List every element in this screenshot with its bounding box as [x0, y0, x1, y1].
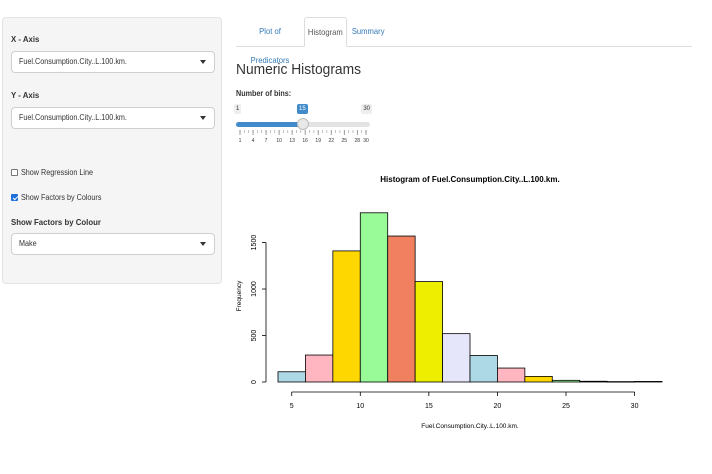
slider-handle[interactable]: [297, 118, 309, 130]
slider-max-label: 30: [361, 104, 372, 114]
histogram-bar: [359, 212, 389, 383]
histogram-bar: [497, 367, 526, 383]
histogram-bar: [524, 376, 553, 383]
factor-colour-select[interactable]: Make: [11, 233, 215, 255]
y-tick-label: 1000: [251, 281, 258, 297]
x-axis-select[interactable]: Fuel.Consumption.City..L.100.km.: [11, 51, 215, 73]
x-tick-label: 15: [425, 403, 433, 410]
x-axis-label: X - Axis: [11, 34, 40, 44]
show-factors-checkbox[interactable]: Show Factors by Colours: [11, 193, 110, 202]
y-tick-label: 0: [251, 380, 258, 384]
bins-slider[interactable]: 1 30 15 1 4 7 10 13 16 19 22 25 28 30: [234, 104, 372, 144]
y-axis-select[interactable]: Fuel.Consumption.City..L.100.km.: [11, 107, 215, 129]
y-axis-select-value: Fuel.Consumption.City..L.100.km.: [19, 113, 127, 122]
tab-histogram[interactable]: Histogram: [304, 17, 347, 47]
y-tick-label: 500: [251, 330, 258, 342]
show-regression-checkbox[interactable]: Show Regression Line: [11, 168, 101, 177]
y-axis-label: Y - Axis: [11, 90, 40, 100]
tab-plot-of-predicators[interactable]: Plot of Predicators: [236, 17, 304, 65]
y-axis-label: Frequency: [236, 280, 243, 311]
slider-tick-label: 7: [265, 138, 268, 144]
slider-grid: 1 4 7 10 13 16 19 22 25 28 30: [239, 130, 369, 144]
x-axis-label: Fuel.Consumption.City..L.100.km.: [421, 423, 519, 430]
slider-tick-label: 13: [289, 138, 295, 144]
histogram-bar: [551, 379, 581, 383]
slider-value-label: 15: [297, 104, 308, 114]
histogram-chart: Histogram of Fuel.Consumption.City..L.10…: [236, 175, 663, 430]
slider-tick-label: 10: [276, 138, 282, 144]
slider-tick-label: 25: [341, 138, 347, 144]
slider-tick-label: 19: [315, 138, 321, 144]
slider-tick-label: 4: [252, 138, 255, 144]
chevron-down-icon: [200, 242, 206, 246]
sidebar-panel: X - Axis Fuel.Consumption.City..L.100.km…: [2, 17, 222, 284]
slider-tick-label: 16: [302, 138, 308, 144]
x-axis-select-value: Fuel.Consumption.City..L.100.km.: [19, 57, 127, 66]
x-tick-label: 30: [631, 403, 639, 410]
factor-colour-label: Show Factors by Colour: [11, 217, 101, 227]
y-tick-label: 1500: [251, 235, 258, 251]
chevron-down-icon: [200, 116, 206, 120]
slider-tick-label: 1: [239, 138, 242, 144]
page-title: Numeric Histograms: [236, 61, 361, 78]
slider-min-label: 1: [234, 104, 242, 114]
show-regression-label: Show Regression Line: [21, 168, 94, 177]
slider-tick-label: 28: [355, 138, 361, 144]
histogram-bar: [606, 381, 635, 383]
histogram-bar: [387, 235, 416, 383]
bins-label: Number of bins:: [236, 89, 292, 98]
tab-label: Summary: [351, 26, 385, 36]
chevron-down-icon: [200, 60, 206, 64]
tab-summary[interactable]: Summary: [347, 17, 389, 46]
histogram-bar: [469, 355, 498, 383]
tab-label: Histogram: [308, 27, 343, 37]
checkbox-unchecked-icon[interactable]: [11, 169, 18, 176]
x-tick-label: 10: [356, 403, 364, 410]
show-factors-label: Show Factors by Colours: [21, 193, 102, 202]
histogram-bar: [305, 354, 334, 383]
x-tick-label: 20: [494, 403, 502, 410]
chart-title: Histogram of Fuel.Consumption.City..L.10…: [380, 175, 559, 184]
factor-colour-select-value: Make: [19, 239, 37, 248]
tab-label: Plot of Predicators: [250, 26, 290, 65]
histogram-bar: [579, 380, 608, 383]
slider-tick-label: 30: [363, 138, 369, 144]
x-tick-label: 5: [290, 403, 294, 410]
slider-fill: [236, 122, 302, 127]
tab-bar: Plot of Predicators Histogram Summary: [236, 17, 692, 65]
slider-tick-label: 22: [328, 138, 334, 144]
histogram-bar: [277, 371, 306, 383]
histogram-bar: [442, 333, 471, 383]
histogram-bar: [634, 381, 663, 383]
checkbox-checked-icon[interactable]: [11, 194, 18, 201]
histogram-bar: [414, 281, 443, 383]
histogram-bar: [332, 250, 361, 383]
x-tick-label: 25: [562, 403, 570, 410]
